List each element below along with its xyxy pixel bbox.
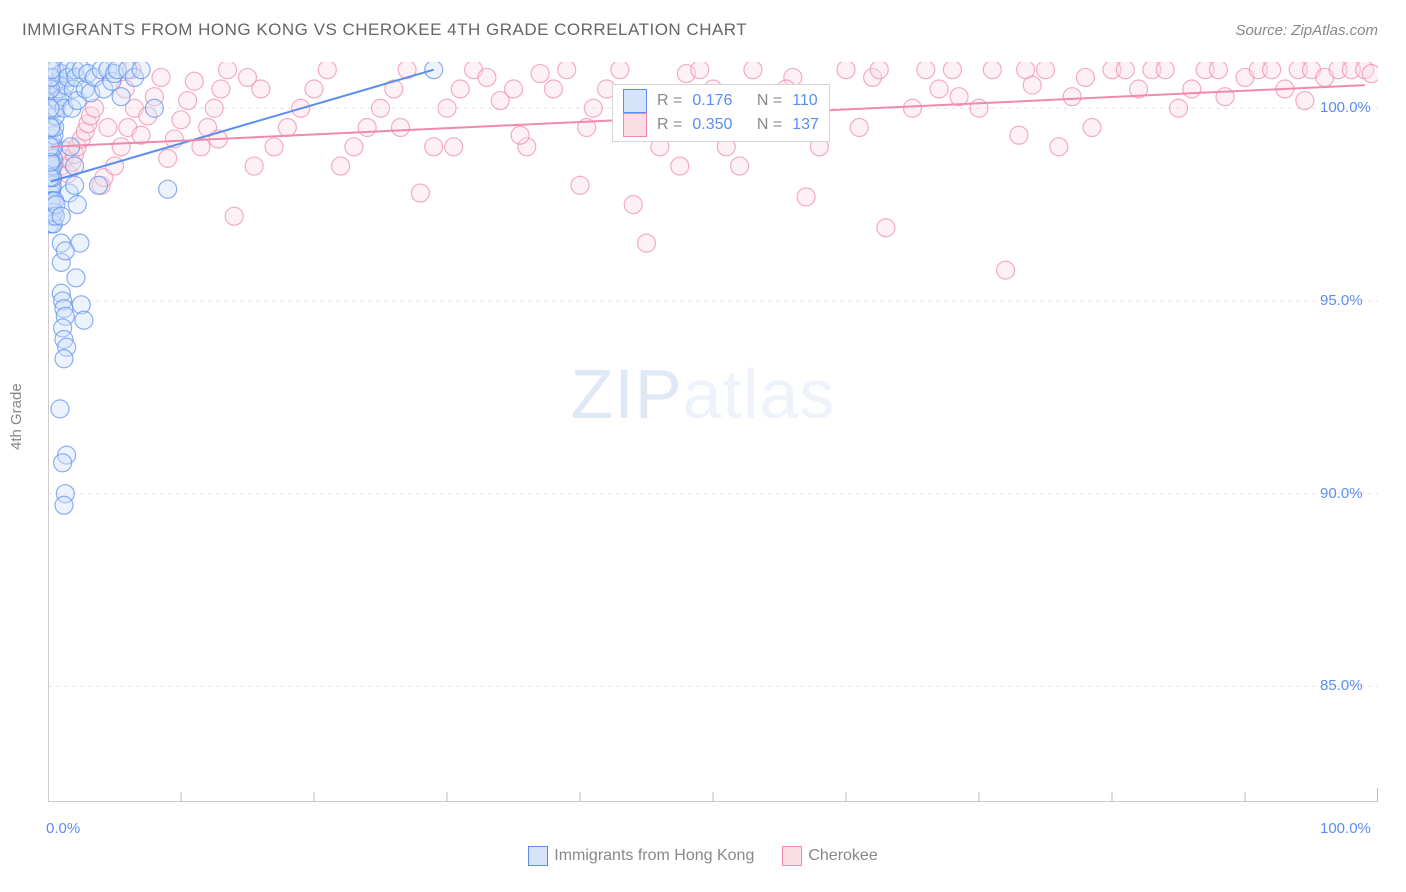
legend-swatch [528, 846, 548, 866]
stats-row: R = 0.176 N = 110 [623, 89, 819, 113]
scatter-plot [48, 62, 1378, 802]
y-tick-label: 95.0% [1320, 292, 1363, 309]
legend-item: Immigrants from Hong Kong [528, 846, 754, 866]
legend-item: Cherokee [782, 846, 877, 866]
chart-container: 4th Grade ZIPatlas R = 0.176 N = 110 R =… [0, 50, 1406, 870]
legend: Immigrants from Hong Kong Cherokee [0, 846, 1406, 866]
stats-row: R = 0.350 N = 137 [623, 113, 819, 137]
source-attribution: Source: ZipAtlas.com [1235, 22, 1378, 39]
legend-label: Immigrants from Hong Kong [554, 847, 754, 865]
stats-swatch [623, 89, 647, 113]
chart-title: IMMIGRANTS FROM HONG KONG VS CHEROKEE 4T… [22, 20, 747, 40]
correlation-stats-box: R = 0.176 N = 110 R = 0.350 N = 137 [612, 84, 830, 142]
y-tick-label: 85.0% [1320, 677, 1363, 694]
legend-swatch [782, 846, 802, 866]
y-axis-label: 4th Grade [8, 383, 25, 450]
y-tick-label: 90.0% [1320, 485, 1363, 502]
y-tick-label: 100.0% [1320, 99, 1371, 116]
x-axis-max-label: 100.0% [1320, 820, 1371, 837]
x-axis-min-label: 0.0% [46, 820, 80, 837]
legend-label: Cherokee [808, 847, 877, 865]
stats-swatch [623, 113, 647, 137]
